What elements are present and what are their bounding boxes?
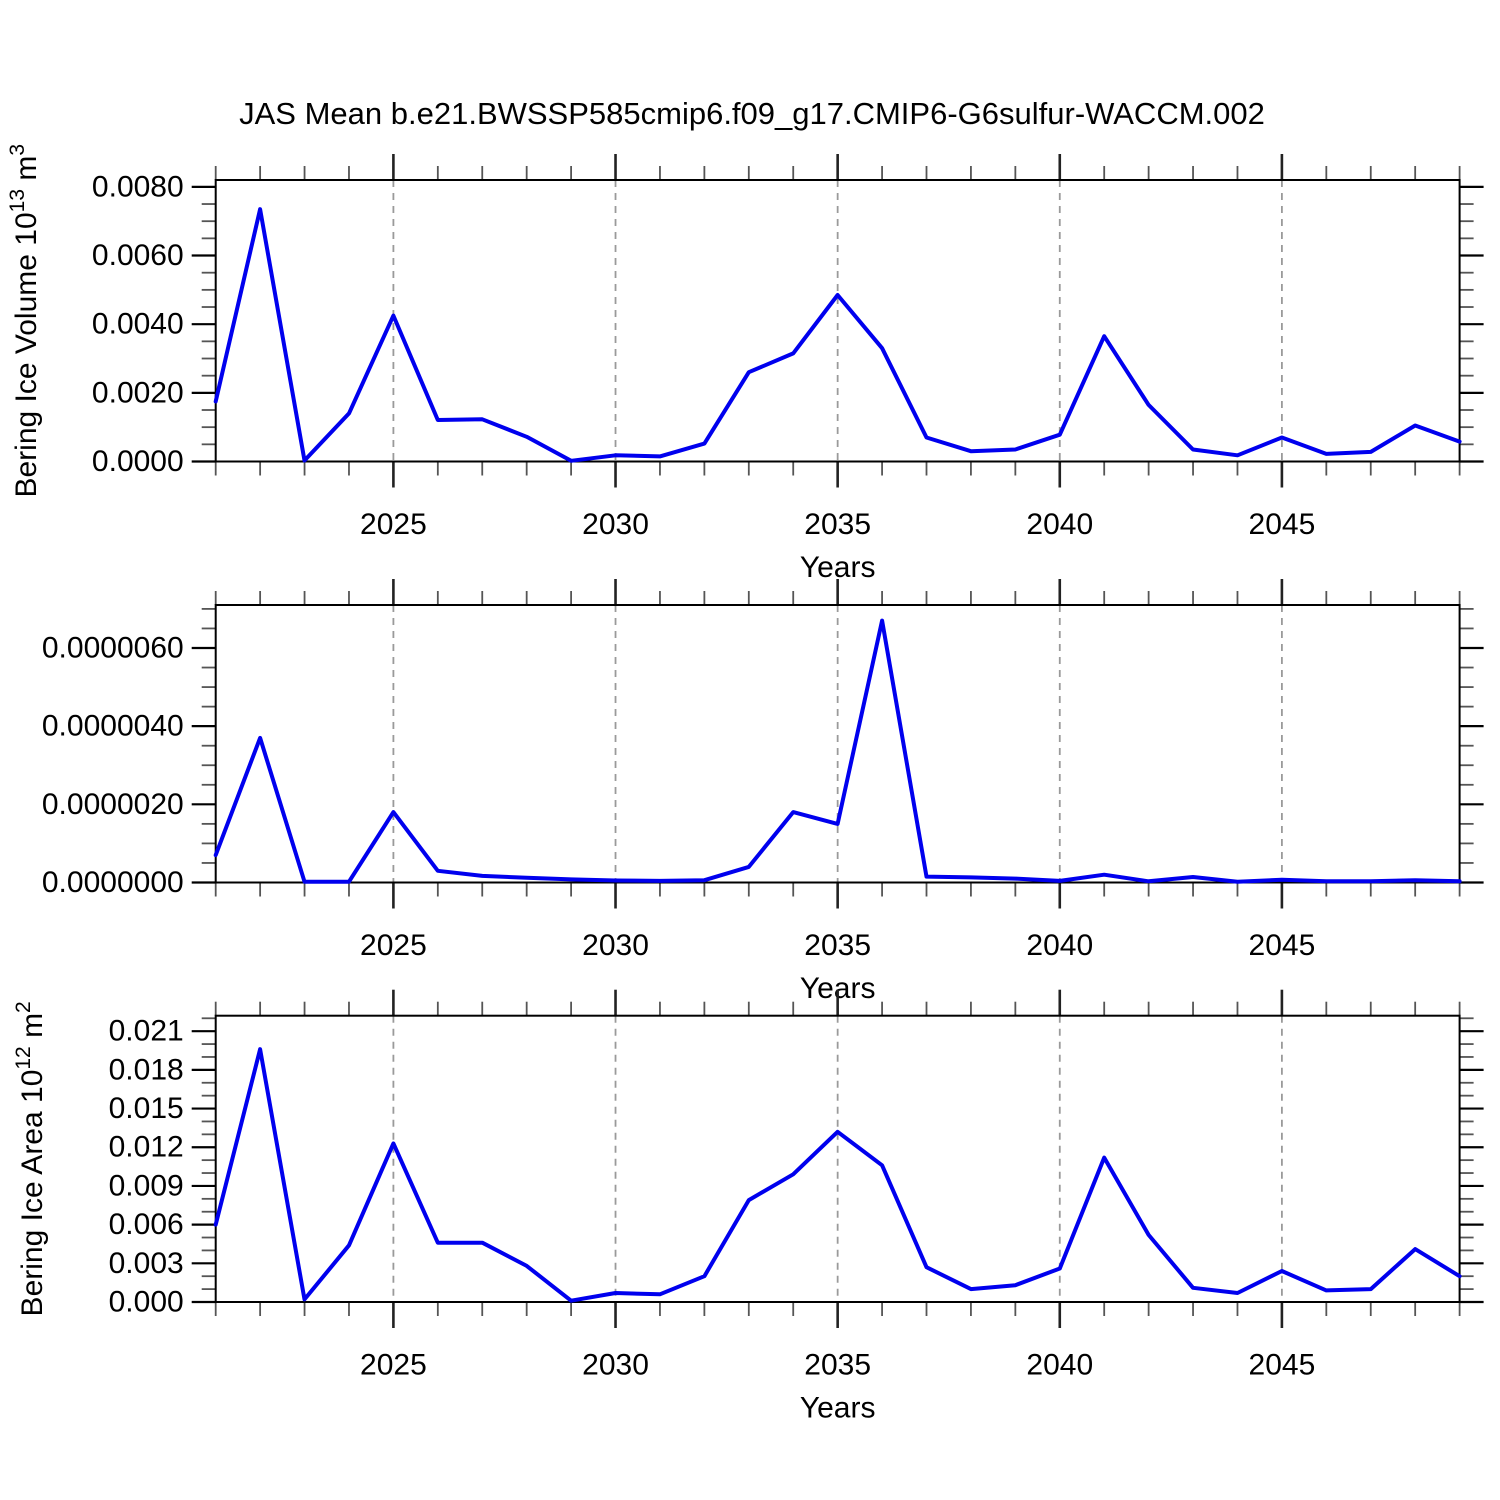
- y-tick-label: 0.021: [109, 1015, 184, 1048]
- x-tick-label: 2035: [804, 929, 871, 962]
- y-tick-label: 0.009: [109, 1169, 184, 1202]
- y-tick-label: 0.0080: [92, 170, 184, 203]
- x-tick-label: 2045: [1249, 508, 1316, 541]
- x-tick-label: 2040: [1026, 929, 1093, 962]
- panel-bering-ice-area: 2025 2030 2035 2040 2045 0.000 0.003 0.006 0.009…: [12, 989, 1484, 1425]
- y-tick-label: 0.0040: [92, 308, 184, 341]
- data-line-bering-ice-middle: [213, 618, 1462, 884]
- x-tick-label: 2025: [360, 1349, 427, 1382]
- x-tick-label: 2035: [804, 508, 871, 541]
- plot-frame: [214, 1014, 1461, 1303]
- y-tick-label: 0.0000040: [42, 710, 184, 743]
- y-tick-label: 0.018: [109, 1053, 184, 1086]
- x-tick-label: 2040: [1026, 508, 1093, 541]
- data-line-bering-ice-area: [213, 1047, 1462, 1303]
- y-tick-label: 0.0000020: [42, 788, 184, 821]
- y-tick-label: 0.000: [109, 1286, 184, 1319]
- x-tick-label: 2025: [360, 929, 427, 962]
- plot-frame: [214, 604, 1461, 884]
- panel-bering-ice-middle: 2025 2030 2035 2040 2045 0.0000000 0.0000020 0.…: [42, 579, 1484, 1005]
- y-tick-label: 0.003: [109, 1247, 184, 1280]
- x-tick-label: 2035: [804, 1349, 871, 1382]
- y-axis-title: Bering Ice Area 1012 m2: [12, 1001, 49, 1316]
- chart-title: JAS Mean b.e21.BWSSP585cmip6.f09_g17.CMI…: [239, 96, 1265, 131]
- x-tick-label: 2040: [1026, 1349, 1093, 1382]
- x-tick-label: 2045: [1249, 929, 1316, 962]
- x-tick-label: 2030: [582, 929, 649, 962]
- x-tick-label: 2030: [582, 1349, 649, 1382]
- x-tick-label: 2045: [1249, 1349, 1316, 1382]
- x-tick-label: 2030: [582, 508, 649, 541]
- y-tick-label: 0.0000: [92, 445, 184, 478]
- x-tick-label: 2025: [360, 508, 427, 541]
- y-tick-label: 0.015: [109, 1092, 184, 1125]
- y-tick-label: 0.0000060: [42, 631, 184, 664]
- x-axis-title: Years: [800, 551, 876, 584]
- panel-bering-ice-volume: 2025 2030 2035 2040 2045 0.0000 0.0020 0.0040 0.…: [6, 144, 1484, 584]
- y-tick-label: 0.006: [109, 1208, 184, 1241]
- y-axis-title: Bering Ice Volume 1013 m3: [6, 144, 43, 498]
- y-tick-label: 0.0020: [92, 376, 184, 409]
- y-tick-label: 0.012: [109, 1131, 184, 1164]
- y-tick-label: 0.0000000: [42, 866, 184, 899]
- x-axis-title: Years: [800, 1392, 876, 1425]
- plot-frame: [214, 179, 1461, 463]
- y-tick-label: 0.0060: [92, 239, 184, 272]
- data-line-bering-ice-volume: [213, 207, 1462, 463]
